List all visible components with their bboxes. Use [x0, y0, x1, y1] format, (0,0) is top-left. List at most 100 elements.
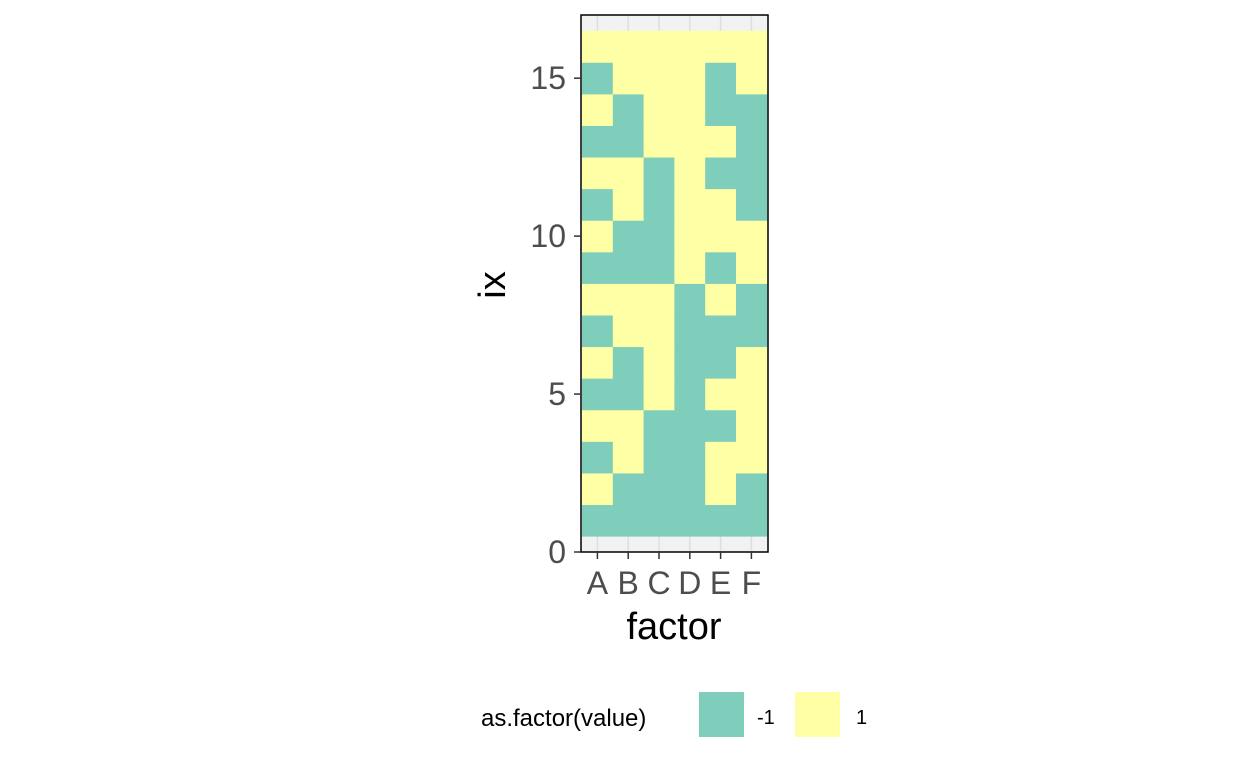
heatmap-cell — [643, 125, 675, 158]
heatmap-cell — [612, 93, 644, 126]
heatmap-cell — [612, 504, 644, 537]
heatmap-cell — [674, 473, 706, 506]
heatmap-cell — [612, 409, 644, 442]
heatmap-cell — [705, 188, 737, 221]
heatmap-cell — [674, 188, 706, 221]
heatmap-cell — [612, 157, 644, 190]
heatmap-cell — [674, 125, 706, 158]
heatmap-cell — [705, 346, 737, 379]
heatmap-cell — [643, 283, 675, 316]
heatmap-tiles — [582, 30, 768, 537]
heatmap-cell — [705, 504, 737, 537]
heatmap-cell — [674, 62, 706, 95]
heatmap-cell — [582, 378, 614, 411]
heatmap-cell — [643, 441, 675, 474]
heatmap-cell — [705, 157, 737, 190]
heatmap-cell — [674, 441, 706, 474]
legend-key-1 — [795, 692, 840, 737]
heatmap-cell — [643, 315, 675, 348]
heatmap-cell — [643, 409, 675, 442]
heatmap-cell — [643, 473, 675, 506]
x-tick-label: A — [587, 565, 609, 601]
heatmap-cell — [705, 251, 737, 284]
heatmap-cell — [674, 378, 706, 411]
heatmap-cell — [736, 315, 768, 348]
heatmap-cell — [643, 220, 675, 253]
heatmap-cell — [582, 188, 614, 221]
heatmap-cell — [705, 220, 737, 253]
heatmap-cell — [736, 283, 768, 316]
heatmap-cell — [705, 62, 737, 95]
heatmap-cell — [612, 62, 644, 95]
heatmap-cell — [674, 283, 706, 316]
heatmap-cell — [674, 157, 706, 190]
y-tick-label: 5 — [548, 376, 566, 412]
heatmap-cell — [736, 188, 768, 221]
heatmap-cell — [674, 251, 706, 284]
heatmap-cell — [643, 251, 675, 284]
heatmap-cell — [736, 30, 768, 63]
heatmap-cell — [582, 283, 614, 316]
heatmap-cell — [736, 504, 768, 537]
heatmap-cell — [705, 125, 737, 158]
panel-border — [580, 14, 769, 553]
heatmap-cell — [736, 473, 768, 506]
heatmap-cell — [643, 346, 675, 379]
heatmap-cell — [643, 188, 675, 221]
y-tick-label: 10 — [530, 218, 566, 254]
heatmap-cell — [582, 251, 614, 284]
heatmap-cell — [582, 93, 614, 126]
heatmap-cell — [705, 93, 737, 126]
heatmap-cell — [736, 378, 768, 411]
heatmap-cell — [643, 30, 675, 63]
heatmap-cell — [582, 125, 614, 158]
heatmap-cell — [582, 473, 614, 506]
heatmap-cell — [736, 251, 768, 284]
heatmap-cell — [705, 283, 737, 316]
heatmap-cell — [582, 409, 614, 442]
heatmap-cell — [736, 441, 768, 474]
heatmap-cell — [612, 283, 644, 316]
heatmap-cell — [705, 378, 737, 411]
x-tick-label: F — [742, 565, 762, 601]
heatmap-cell — [674, 93, 706, 126]
y-axis-title: ix — [472, 271, 514, 298]
heatmap-cell — [582, 220, 614, 253]
heatmap-cell — [582, 346, 614, 379]
heatmap-cell — [736, 157, 768, 190]
heatmap-cell — [674, 220, 706, 253]
heatmap-cell — [612, 378, 644, 411]
legend-title: as.factor(value) — [481, 705, 646, 732]
x-tick-label: E — [710, 565, 731, 601]
heatmap-cell — [705, 409, 737, 442]
heatmap-cell — [582, 157, 614, 190]
heatmap-cell — [612, 315, 644, 348]
heatmap-cell — [674, 504, 706, 537]
y-axis-ticks: 0 5 10 15 — [530, 60, 581, 570]
heatmap-cell — [643, 62, 675, 95]
heatmap-cell — [643, 157, 675, 190]
heatmap-cell — [582, 62, 614, 95]
x-tick-label: C — [647, 565, 670, 601]
heatmap-cell — [674, 30, 706, 63]
y-tick-label: 0 — [548, 534, 566, 570]
heatmap-cell — [736, 220, 768, 253]
heatmap-cell — [736, 346, 768, 379]
heatmap-cell — [643, 504, 675, 537]
heatmap-cell — [736, 93, 768, 126]
y-tick-label: 15 — [530, 60, 566, 96]
heatmap-cell — [612, 188, 644, 221]
legend: as.factor(value) -1 1 — [481, 692, 867, 737]
heatmap-cell — [582, 30, 614, 63]
heatmap-cell — [705, 30, 737, 63]
heatmap-cell — [643, 93, 675, 126]
heatmap-cell — [612, 251, 644, 284]
heatmap-cell — [612, 346, 644, 379]
heatmap-cell — [612, 473, 644, 506]
heatmap-cell — [582, 504, 614, 537]
heatmap-cell — [705, 473, 737, 506]
x-tick-label: B — [618, 565, 639, 601]
heatmap-cell — [582, 441, 614, 474]
